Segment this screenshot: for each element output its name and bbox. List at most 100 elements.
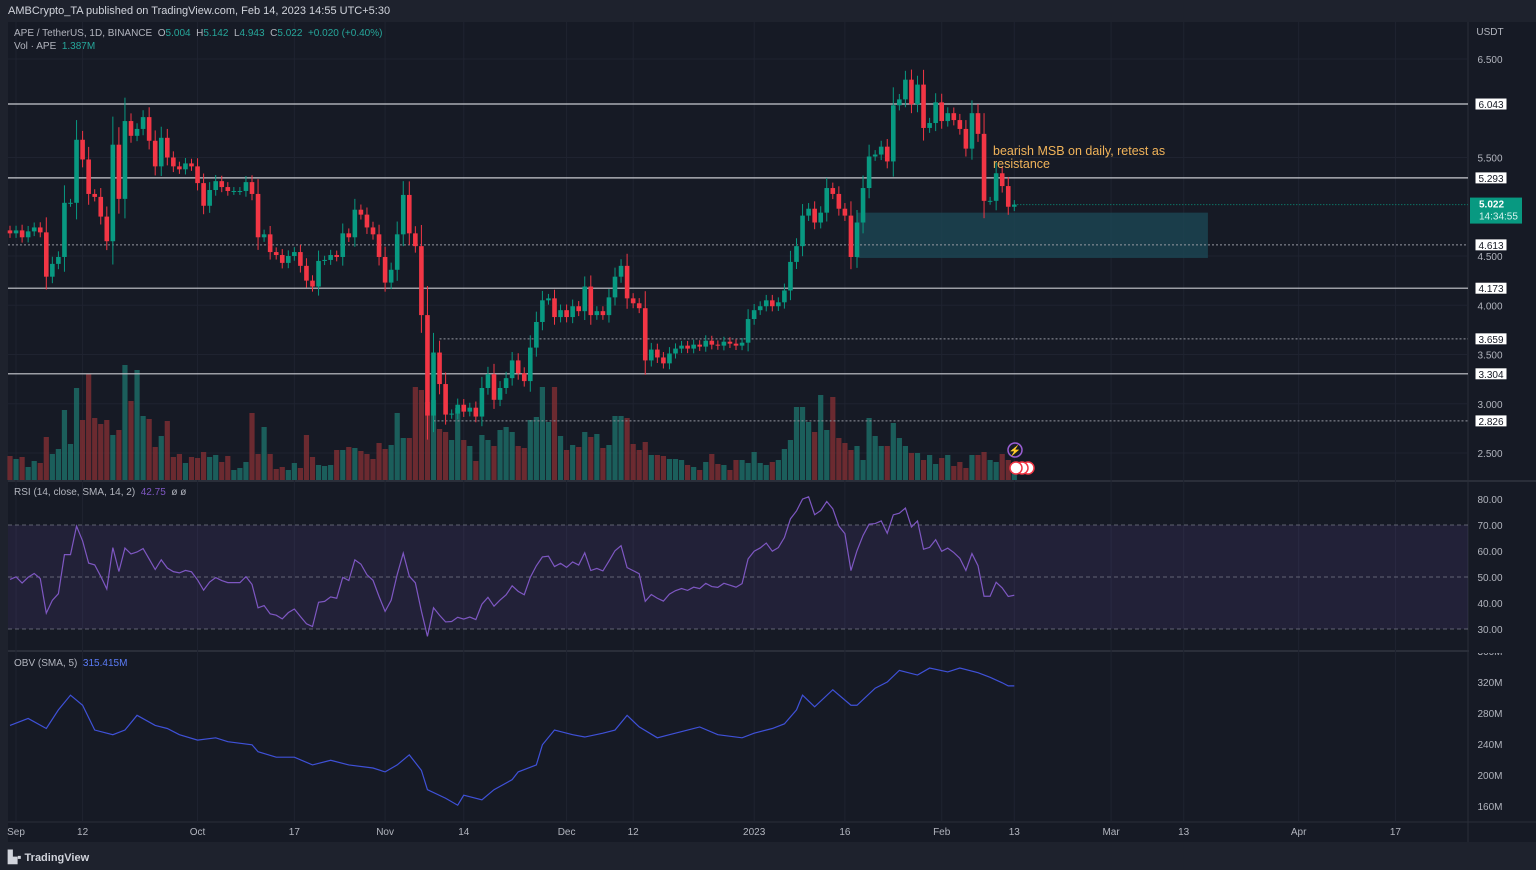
lightning-event-icon[interactable] (1007, 442, 1023, 458)
us-flag-event-icon[interactable] (1009, 461, 1023, 475)
level-label: 4.613 (1478, 241, 1503, 252)
volume-bar (122, 365, 128, 480)
candle-body (419, 246, 424, 316)
candle-body (685, 345, 690, 349)
level-label-box (1474, 238, 1508, 252)
candle-body (860, 188, 866, 223)
candle-body (642, 308, 648, 361)
time-label: 12 (628, 827, 640, 838)
candle-body (158, 137, 164, 167)
price-tick-label: 3.500 (1477, 351, 1502, 362)
volume-bar (1005, 460, 1011, 480)
volume-bar (600, 448, 606, 480)
level-label-box (1474, 171, 1508, 185)
candle-body (334, 255, 339, 257)
volume-bar (739, 460, 745, 480)
volume-bar (981, 452, 987, 480)
volume-bar (188, 457, 195, 480)
candle-body (485, 374, 491, 388)
candle-body (927, 123, 932, 128)
volume-bar (630, 444, 636, 480)
candle-body (891, 105, 896, 162)
candle-body (255, 193, 261, 238)
candle-body (358, 209, 364, 215)
volume-label[interactable]: Vol · APE (14, 41, 57, 52)
candle-body (915, 84, 920, 105)
candle-body (945, 113, 951, 122)
candle-body (455, 404, 460, 414)
volume-bar (933, 464, 939, 480)
volume-bar (691, 467, 697, 480)
time-label: Feb (933, 827, 951, 838)
candle-body (515, 360, 521, 374)
candle-body (413, 233, 418, 247)
volume-bar (570, 445, 576, 480)
volume-bar (902, 446, 908, 480)
candle-body (292, 252, 297, 256)
candle-body (794, 246, 799, 262)
chart-canvas[interactable]: Sep 12 Oct 17 Nov 14 Dec 12 2023 16 Feb 13 Mar 13 Apr 1… (0, 0, 1536, 842)
candle-body (298, 252, 303, 266)
volume-bar (31, 461, 37, 480)
last-price-value: 5.022 (1479, 200, 1504, 211)
tradingview-logo-icon[interactable]: ▙▪ (8, 850, 22, 864)
volume-bar (678, 460, 685, 480)
candle-body (370, 227, 376, 235)
volume-bar (685, 465, 691, 480)
volume-bar (987, 460, 993, 480)
candle-body (152, 140, 158, 167)
obv-tick-label: 160M (1477, 802, 1502, 813)
candle-body (467, 407, 473, 412)
rsi-label[interactable]: RSI (14, close, SMA, 14, 2) (14, 487, 136, 498)
symbol-title[interactable]: APE / TetherUS, 1D, BINANCE (14, 28, 153, 39)
candle-body (7, 230, 13, 234)
volume-bar (467, 446, 473, 480)
candle-body (316, 260, 321, 287)
high-value: 5.142 (203, 28, 229, 39)
volume-bar (443, 432, 449, 480)
volume-bar (812, 432, 818, 480)
volume-bar (836, 438, 842, 480)
volume-bar (588, 437, 594, 480)
volume-bar (594, 434, 600, 480)
volume-bar (49, 454, 55, 480)
tradingview-brand[interactable]: TradingView (24, 852, 90, 864)
candle-body (745, 319, 751, 343)
volume-bar (225, 456, 231, 480)
candle-body (679, 345, 684, 349)
candle-body (44, 232, 49, 277)
candle-body (74, 139, 79, 203)
volume-bar (37, 463, 43, 480)
volume-bar (963, 468, 969, 480)
volume-bar (866, 418, 872, 480)
candle-body (213, 181, 218, 191)
obv-label[interactable]: OBV (SMA, 5) (14, 658, 78, 669)
volume-bar (315, 465, 322, 480)
chart-area[interactable] (0, 22, 1536, 842)
volume-bar (709, 454, 715, 480)
volume-bar (334, 450, 340, 480)
candle-body (612, 276, 618, 298)
candle-body (909, 79, 914, 105)
open-value: 5.004 (165, 28, 191, 39)
volume-bar (660, 456, 666, 480)
volume-bar (557, 436, 564, 480)
volume-bar (382, 449, 388, 480)
candle-body (552, 298, 557, 318)
volume-bar (757, 463, 763, 480)
level-label: 3.304 (1478, 370, 1503, 381)
volume-bar (291, 463, 297, 480)
candle-body (183, 163, 188, 170)
candle-body (195, 166, 200, 184)
time-label: 17 (289, 827, 301, 838)
candle-body (122, 121, 128, 199)
candle-body (606, 297, 612, 316)
volume-bar (927, 455, 933, 480)
volume-bar (793, 407, 800, 480)
candle-body (473, 407, 479, 417)
chart-annotation[interactable]: bearish MSB on daily, retest as resistan… (993, 145, 1165, 171)
support-zone-rectangle[interactable] (857, 212, 1208, 258)
candle-body (528, 347, 533, 382)
candle-body (86, 159, 91, 194)
volume-bar (824, 430, 830, 480)
